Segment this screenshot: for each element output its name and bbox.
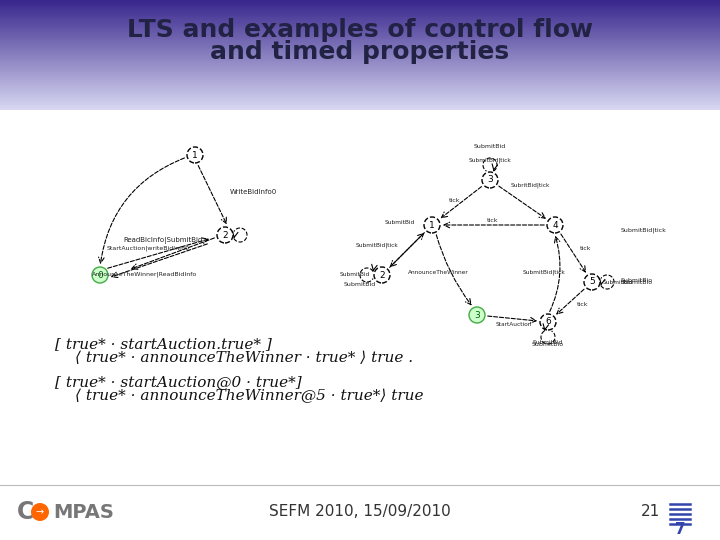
Text: SubmitBid: SubmitBid (340, 273, 370, 278)
Text: →: → (36, 507, 44, 517)
Circle shape (187, 147, 203, 163)
Text: StartAuction: StartAuction (496, 322, 532, 327)
Text: tick: tick (577, 302, 588, 307)
Text: 7: 7 (675, 523, 685, 537)
Text: 4: 4 (552, 220, 558, 230)
Text: AnnounceTheWinner: AnnounceTheWinner (408, 269, 469, 274)
Text: ⟨ true* · announceTheWinner@5 · true*⟩ true: ⟨ true* · announceTheWinner@5 · true*⟩ t… (75, 389, 423, 403)
Text: ⟨ true* · announceTheWinner · true* ⟩ true .: ⟨ true* · announceTheWinner · true* ⟩ tr… (75, 351, 413, 365)
Text: [ true* · startAuction.true* ]: [ true* · startAuction.true* ] (55, 337, 272, 351)
Text: 21: 21 (640, 504, 660, 519)
Text: 6: 6 (545, 318, 551, 327)
Circle shape (482, 172, 498, 188)
Text: SubmitBid: SubmitBid (603, 280, 633, 285)
Text: SubmitBio: SubmitBio (621, 280, 653, 285)
Text: 5: 5 (589, 278, 595, 287)
Text: [ true* · startAuction@0 · true*]: [ true* · startAuction@0 · true*] (55, 375, 302, 389)
Text: 3: 3 (474, 310, 480, 320)
Text: SubmitBid|tick: SubmitBid|tick (355, 242, 398, 248)
Text: SubmitBid|tick: SubmitBid|tick (469, 157, 511, 163)
Circle shape (31, 503, 49, 521)
Text: MPAS: MPAS (53, 503, 114, 522)
Circle shape (547, 217, 563, 233)
Text: 1: 1 (192, 151, 198, 159)
Text: StartAuction|writeBidInfo0: StartAuction|writeBidInfo0 (107, 245, 189, 251)
Circle shape (217, 227, 233, 243)
Circle shape (92, 267, 108, 283)
Text: WriteBidInfo0: WriteBidInfo0 (230, 189, 277, 195)
Text: SubritBid|tick: SubritBid|tick (510, 183, 549, 188)
Text: SubmitBid|tick: SubmitBid|tick (522, 269, 565, 275)
Text: SubmitBio: SubmitBio (532, 342, 564, 348)
Text: and timed properties: and timed properties (210, 40, 510, 64)
Text: 3: 3 (487, 176, 493, 185)
Circle shape (374, 267, 390, 283)
Circle shape (540, 314, 556, 330)
Text: SEFM 2010, 15/09/2010: SEFM 2010, 15/09/2010 (269, 504, 451, 519)
Text: 2: 2 (222, 231, 228, 240)
Text: AnnounceTheWinner|ReadBidInfo: AnnounceTheWinner|ReadBidInfo (92, 271, 197, 276)
Text: 1: 1 (429, 220, 435, 230)
Text: tick: tick (487, 218, 499, 222)
Text: C: C (17, 500, 34, 524)
Text: SubmitBid: SubmitBid (474, 145, 506, 150)
Text: SubmitBio: SubmitBio (621, 278, 653, 282)
Text: ReadBicInfo|SubmitBid: ReadBicInfo|SubmitBid (123, 237, 203, 244)
Text: SubmitBid: SubmitBid (533, 340, 563, 345)
Text: 2: 2 (379, 271, 384, 280)
Text: 0: 0 (97, 271, 103, 280)
Circle shape (469, 307, 485, 323)
Text: SubmitBid: SubmitBid (344, 281, 376, 287)
Text: tick: tick (449, 198, 461, 202)
Circle shape (584, 274, 600, 290)
Text: tick: tick (580, 246, 592, 251)
Text: LTS and examples of control flow: LTS and examples of control flow (127, 18, 593, 42)
Text: SubmitBid: SubmitBid (385, 219, 415, 225)
Circle shape (424, 217, 440, 233)
Text: SubmitBid|tick: SubmitBid|tick (621, 227, 667, 233)
